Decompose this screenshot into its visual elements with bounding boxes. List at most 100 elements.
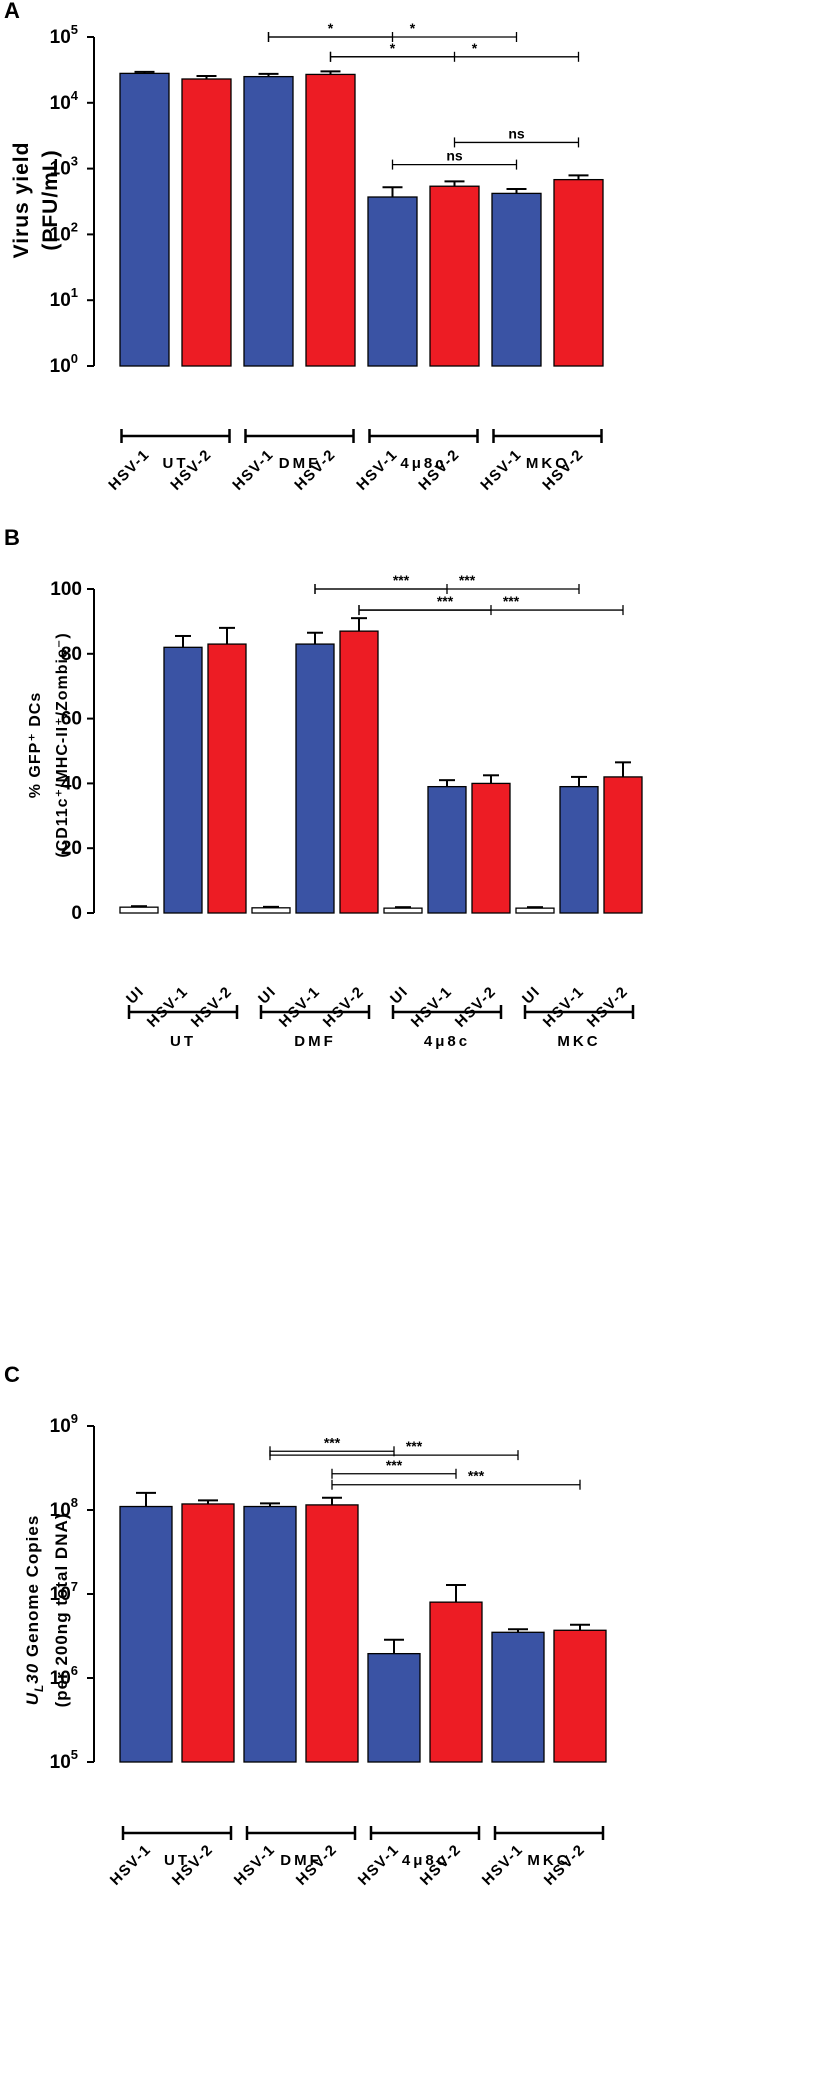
x-tick-label: HSV-1 <box>144 983 192 1031</box>
y-tick-base: 100 <box>50 579 82 600</box>
group-label-ut: UT <box>170 1033 196 1050</box>
group-label-dmf: DMF <box>280 1852 322 1869</box>
x-tick-label: HSV-1 <box>353 446 401 494</box>
y-axis-label-part: Genome Copies <box>23 1515 42 1663</box>
x-tick-label: HSV-2 <box>452 983 500 1031</box>
significance-label: *** <box>459 572 476 588</box>
y-tick-exponent: 6 <box>71 1663 78 1678</box>
y-tick-label: 103 <box>50 154 78 180</box>
chart-panel-B: B 0 20 40 60 80 100 % GFP⁺ DCs (CD11c⁺/MHC-II⁺/Z… <box>4 525 643 1050</box>
x-tick-label-group: HSV-1 <box>105 446 153 494</box>
x-tick-label: UI <box>519 983 544 1008</box>
bar-4u8c-hsv-2 <box>429 185 480 367</box>
y-tick-label: 104 <box>50 88 79 114</box>
group-label-mkc: MKC <box>557 1033 600 1050</box>
y-tick-base: 40 <box>61 773 82 794</box>
y-tick-label: 105 <box>50 22 78 48</box>
bar-dmf-hsv-2 <box>305 73 356 367</box>
bar-mkc-hsv-2 <box>603 776 643 914</box>
y-tick-base: 60 <box>61 709 82 730</box>
group-label-ut: UT <box>163 455 189 472</box>
bar-ut-hsv-2 <box>181 1503 235 1763</box>
x-tick-label: HSV-1 <box>408 983 456 1031</box>
bar-4u8c-hsv-2 <box>471 782 511 914</box>
x-tick-label-group: HSV-1 <box>479 1841 527 1889</box>
y-tick-base: 10 <box>50 159 71 180</box>
x-tick-label-group: HSV-1 <box>107 1841 155 1889</box>
x-tick-label-group: UI <box>519 983 544 1008</box>
significance-label: * <box>328 20 334 36</box>
y-tick-base: 10 <box>50 93 71 114</box>
x-tick-label: HSV-1 <box>477 446 525 494</box>
y-axis-label-part: L <box>32 1684 46 1692</box>
y-tick-base: 10 <box>50 1752 71 1773</box>
x-tick-label-group: HSV-2 <box>584 983 632 1031</box>
panel-letter-a: A <box>4 0 20 23</box>
x-tick-label: HSV-2 <box>320 983 368 1031</box>
y-tick-label: 80 <box>61 644 82 665</box>
y-tick-label: 60 <box>61 709 82 730</box>
x-tick-label: HSV-1 <box>355 1841 403 1889</box>
x-tick-label-group: HSV-2 <box>452 983 500 1031</box>
x-tick-label: HSV-1 <box>229 446 277 494</box>
y-tick-base: 10 <box>50 224 71 245</box>
x-tick-label: UI <box>387 983 412 1008</box>
bar-4u8c-hsv-1 <box>367 1652 421 1763</box>
bar-dmf-hsv-1 <box>243 1505 297 1763</box>
y-tick-label: 107 <box>50 1579 78 1605</box>
y-tick-exponent: 4 <box>71 88 79 103</box>
significance-label: *** <box>406 1438 423 1454</box>
bar-dmf-hsv-1 <box>295 643 335 914</box>
bar-dmf-hsv-2 <box>339 630 379 914</box>
bar-mkc-hsv-1 <box>491 192 542 367</box>
group-label-4u8c: 4μ8c <box>402 1852 448 1869</box>
y-axis-label-line: (per 200ng total DNA) <box>52 1513 71 1708</box>
y-tick-label: 108 <box>50 1495 78 1521</box>
y-tick-base: 20 <box>61 838 82 859</box>
significance-label: *** <box>468 1468 485 1484</box>
x-tick-label: UI <box>123 983 148 1008</box>
y-tick-exponent: 1 <box>71 285 78 300</box>
y-axis-label-line: (PFU/mL) <box>39 149 62 250</box>
x-tick-label: HSV-1 <box>107 1841 155 1889</box>
y-axis-label: Virus yield (PFU/mL) <box>10 142 62 259</box>
y-tick-exponent: 5 <box>71 1747 78 1762</box>
y-tick-base: 80 <box>61 644 82 665</box>
y-tick-exponent: 8 <box>71 1495 78 1510</box>
significance-label: *** <box>503 593 520 609</box>
y-axis-label: UL30 Genome Copies (per 200ng total DNA) <box>23 1513 71 1708</box>
x-tick-label-group: HSV-1 <box>477 446 525 494</box>
bar-dmf-hsv-1 <box>243 75 294 367</box>
panel-letter-c: C <box>4 1362 20 1387</box>
x-tick-label: HSV-1 <box>276 983 324 1031</box>
y-tick-exponent: 7 <box>71 1579 78 1594</box>
x-tick-label-group: UI <box>255 983 280 1008</box>
x-tick-label-group: UI <box>387 983 412 1008</box>
bar-4u8c-hsv-1 <box>427 785 467 914</box>
x-tick-label-group: HSV-1 <box>353 446 401 494</box>
y-tick-base: 10 <box>50 290 71 311</box>
significance-label: *** <box>324 1434 341 1450</box>
y-tick-label: 101 <box>50 285 78 311</box>
x-tick-label-group: HSV-1 <box>144 983 192 1031</box>
bar-ut-hsv-1 <box>163 646 203 914</box>
y-axis-label-line: (CD11c⁺/MHC-II⁺/Zombie⁻) <box>54 632 71 857</box>
bar-ut-hsv-1 <box>119 72 170 367</box>
y-tick-exponent: 9 <box>71 1411 78 1426</box>
y-tick-base: 10 <box>50 1416 71 1437</box>
group-label-4u8c: 4μ8c <box>400 455 446 472</box>
y-axis-label-line: % GFP⁺ DCs <box>27 692 44 798</box>
bar-mkc-hsv-2 <box>553 178 604 367</box>
group-label-mkc: MKC <box>526 455 569 472</box>
bar-ut-hsv-2 <box>181 78 232 367</box>
panel-letter-b: B <box>4 525 20 550</box>
x-tick-label: HSV-1 <box>105 446 153 494</box>
y-tick-base: 10 <box>50 1584 71 1605</box>
x-tick-label: HSV-1 <box>231 1841 279 1889</box>
y-axis-label: % GFP⁺ DCs (CD11c⁺/MHC-II⁺/Zombie⁻) <box>27 632 71 857</box>
y-tick-exponent: 2 <box>71 219 78 234</box>
y-tick-exponent: 3 <box>71 154 78 169</box>
bar-dmf-hsv-2 <box>305 1504 359 1763</box>
